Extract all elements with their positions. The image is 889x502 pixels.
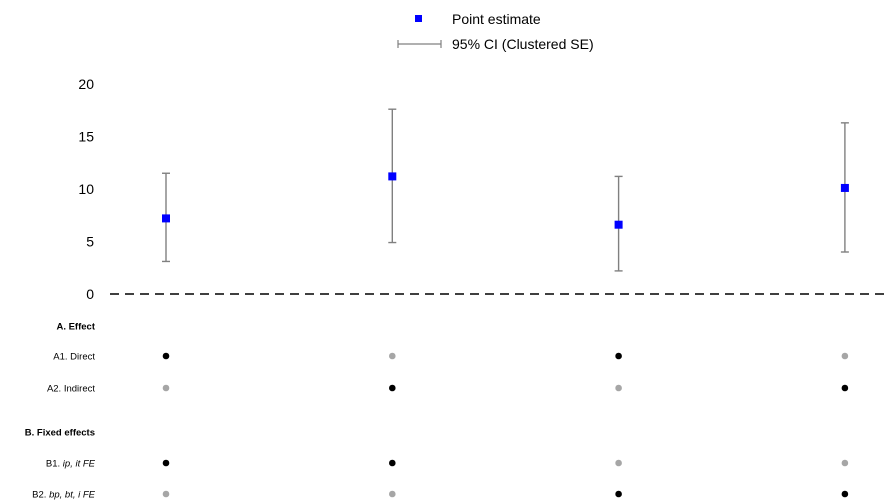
y-tick-label: 20 (78, 76, 94, 92)
y-axis: 0 5 10 15 20 (78, 76, 94, 302)
spec-dot-inactive (841, 459, 849, 467)
legend-point-label: Point estimate (452, 11, 541, 27)
legend: Point estimate 95% CI (Clustered SE) (397, 11, 594, 52)
spec-dot-active (615, 490, 622, 498)
ci-layer (162, 108, 849, 272)
spec-row-label: B1. ip, it FE (46, 459, 96, 470)
spec-dot-inactive (841, 352, 849, 360)
spec-row-label: A2. Indirect (47, 384, 95, 395)
spec-dot-active (841, 490, 849, 498)
point-estimate (840, 183, 849, 192)
spec-dot-active (615, 352, 622, 360)
y-tick-label: 15 (78, 129, 94, 145)
spec-dot-active (389, 384, 396, 392)
spec-dot-active (389, 459, 396, 467)
spec-dot-inactive (162, 490, 170, 498)
spec-dot-inactive (615, 459, 622, 467)
legend-point-marker (415, 15, 422, 22)
point-estimate (162, 214, 170, 223)
y-tick-label: 10 (78, 181, 94, 197)
spec-section-title: A. Effect (56, 322, 95, 333)
point-estimate (614, 220, 623, 229)
point-estimate (388, 172, 397, 181)
spec-dot-inactive (615, 384, 622, 392)
spec-dot-inactive (389, 490, 396, 498)
spec-dot-inactive (162, 384, 170, 392)
y-tick-label: 0 (86, 286, 94, 302)
spec-section-title: B. Fixed effects (25, 428, 95, 439)
specification-panel: A. Effect A1. Direct A2. Indirect B. Fixed … (25, 322, 849, 501)
y-tick-label: 5 (86, 234, 94, 250)
spec-dot-inactive (389, 352, 396, 360)
spec-dot-active (841, 384, 849, 392)
spec-dot-active (162, 459, 170, 467)
spec-row-label: B2. bp, bt, i FE (32, 490, 96, 501)
legend-ci-label: 95% CI (Clustered SE) (452, 36, 594, 52)
point-layer (162, 172, 849, 229)
spec-row-label: A1. Direct (53, 352, 95, 363)
spec-dot-active (162, 352, 170, 360)
